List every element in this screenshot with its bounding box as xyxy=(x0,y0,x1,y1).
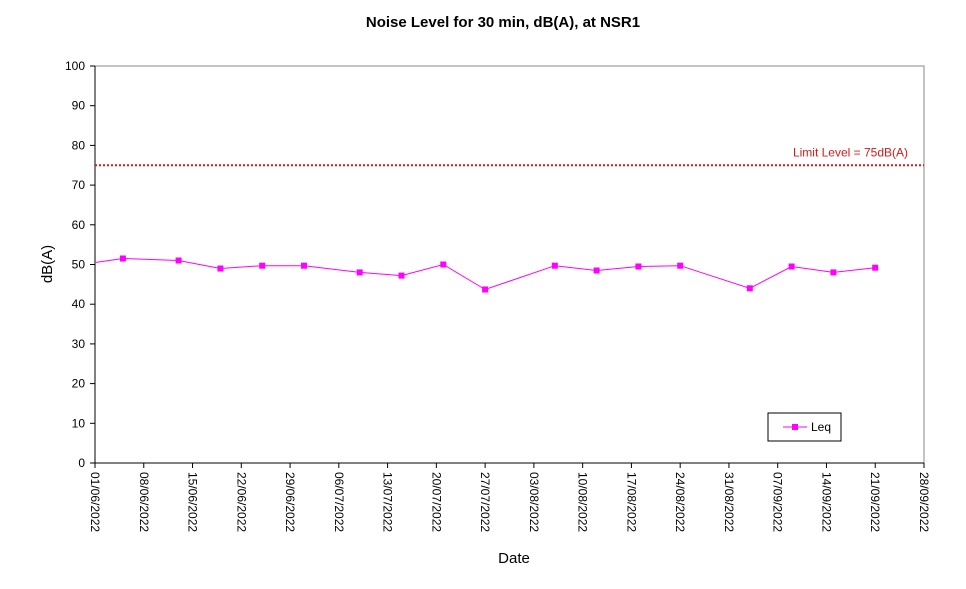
y-tick-label: 60 xyxy=(72,218,86,232)
x-axis: 01/06/2022 08/06/2022 15/06/2022 22/06/2022… xyxy=(88,462,931,532)
data-point xyxy=(482,286,489,293)
y-tick-label: 70 xyxy=(72,178,86,192)
x-tick-label: 03/08/2022 xyxy=(527,472,541,532)
series-line-leq xyxy=(94,257,876,291)
y-tick-label: 80 xyxy=(72,138,86,152)
y-tick-label: 100 xyxy=(65,59,85,73)
y-tick-label: 20 xyxy=(72,377,86,391)
x-tick-label: 13/07/2022 xyxy=(381,472,395,532)
y-tick-label: 40 xyxy=(72,297,86,311)
y-axis-title: dB(A) xyxy=(39,245,56,283)
data-point xyxy=(398,272,405,279)
x-tick-label: 06/07/2022 xyxy=(332,472,346,532)
data-point xyxy=(217,265,224,272)
x-tick-label: 24/08/2022 xyxy=(673,472,687,532)
data-point xyxy=(788,263,795,270)
x-tick-label: 20/07/2022 xyxy=(429,472,443,532)
data-point xyxy=(830,269,837,276)
y-tick-label: 0 xyxy=(78,456,85,470)
legend-marker xyxy=(792,424,798,430)
x-axis-title: Date xyxy=(498,550,530,567)
x-tick-label: 28/09/2022 xyxy=(917,472,931,532)
x-tick-label: 01/06/2022 xyxy=(88,472,102,532)
x-tick-label: 29/06/2022 xyxy=(283,472,297,532)
legend-label-leq: Leq xyxy=(811,420,831,434)
legend: Leq xyxy=(767,412,842,442)
plot-area xyxy=(94,65,925,464)
x-tick-label: 14/09/2022 xyxy=(819,472,833,532)
y-axis: 0 10 20 30 40 50 60 70 80 90 100 xyxy=(65,59,96,470)
y-tick-label: 30 xyxy=(72,337,86,351)
y-tick-label: 90 xyxy=(72,99,86,113)
data-point xyxy=(301,262,307,269)
data-point xyxy=(593,267,600,274)
x-tick-label: 22/06/2022 xyxy=(234,472,248,532)
x-tick-label: 07/09/2022 xyxy=(771,472,785,532)
data-point xyxy=(872,264,879,271)
data-point xyxy=(551,262,558,269)
data-point xyxy=(259,262,266,269)
x-tick-label: 17/08/2022 xyxy=(624,472,638,532)
data-point xyxy=(677,262,684,269)
x-tick-label: 10/08/2022 xyxy=(576,472,590,532)
y-tick-label: 50 xyxy=(72,258,86,272)
x-tick-label: 31/08/2022 xyxy=(722,472,736,532)
data-point xyxy=(356,269,363,276)
data-point xyxy=(119,255,126,262)
x-tick-label: 27/07/2022 xyxy=(478,472,492,532)
limit-line-group: Limit Level = 75dB(A) xyxy=(95,145,924,167)
y-tick-label: 10 xyxy=(72,416,86,430)
data-point xyxy=(746,285,753,292)
x-tick-label: 15/06/2022 xyxy=(186,472,200,532)
chart-title: Noise Level for 30 min, dB(A), at NSR1 xyxy=(366,14,640,31)
limit-label: Limit Level = 75dB(A) xyxy=(793,145,908,159)
series-group xyxy=(94,255,879,293)
x-tick-label: 21/09/2022 xyxy=(868,472,882,532)
data-point xyxy=(635,263,642,270)
data-point xyxy=(175,257,182,264)
x-tick-label: 08/06/2022 xyxy=(137,472,151,532)
data-point xyxy=(440,261,447,268)
